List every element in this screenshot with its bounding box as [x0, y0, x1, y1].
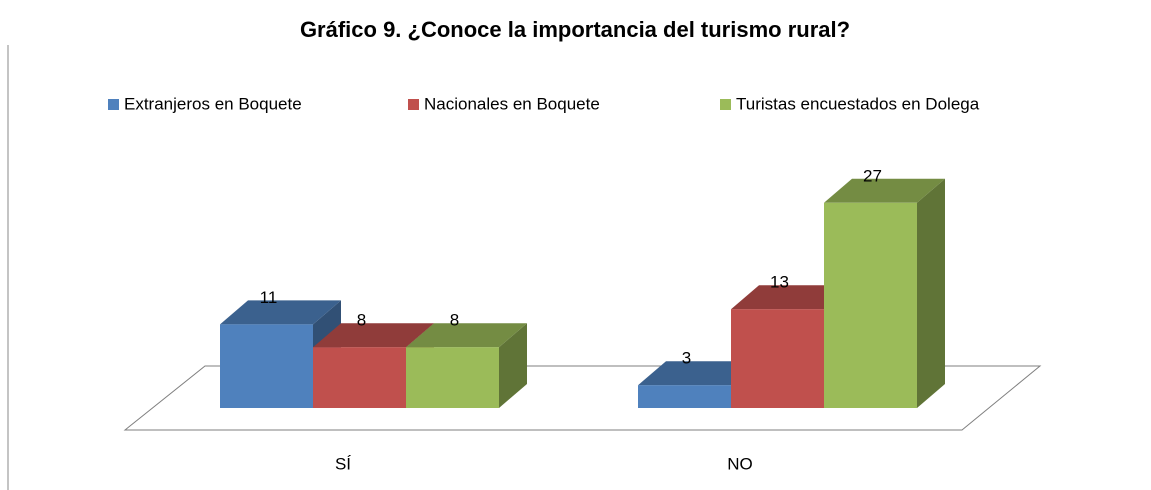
x-tick-label: NO — [727, 454, 753, 473]
legend-swatch — [720, 99, 731, 110]
bar-top — [220, 300, 341, 325]
bar-side — [917, 178, 945, 408]
legend-label: Extranjeros en Boquete — [124, 94, 302, 113]
bar-top — [406, 323, 527, 348]
data-label: 8 — [357, 311, 366, 330]
bar-side — [499, 323, 527, 408]
bar-front — [638, 385, 731, 408]
data-label: 27 — [863, 166, 882, 185]
data-label: 13 — [770, 273, 789, 292]
data-label: 11 — [260, 288, 278, 307]
bar-top — [313, 323, 434, 348]
bar — [406, 323, 527, 408]
legend-swatch — [408, 99, 419, 110]
data-label: 8 — [450, 311, 459, 330]
bar-front — [406, 347, 499, 408]
bar-front — [220, 324, 313, 408]
data-label: 3 — [682, 349, 691, 368]
x-tick-label: SÍ — [335, 454, 351, 473]
chart-title: Gráfico 9. ¿Conoce la importancia del tu… — [300, 17, 850, 42]
bar — [824, 178, 945, 408]
legend-label: Turistas encuestados en Dolega — [736, 94, 980, 113]
bar-front — [313, 347, 406, 408]
legend-swatch — [108, 99, 119, 110]
legend-label: Nacionales en Boquete — [424, 94, 600, 113]
bar-top — [638, 361, 759, 386]
bar-front — [731, 309, 824, 408]
bar-front — [824, 202, 917, 408]
bar-top — [731, 285, 852, 310]
bar-top — [824, 178, 945, 203]
